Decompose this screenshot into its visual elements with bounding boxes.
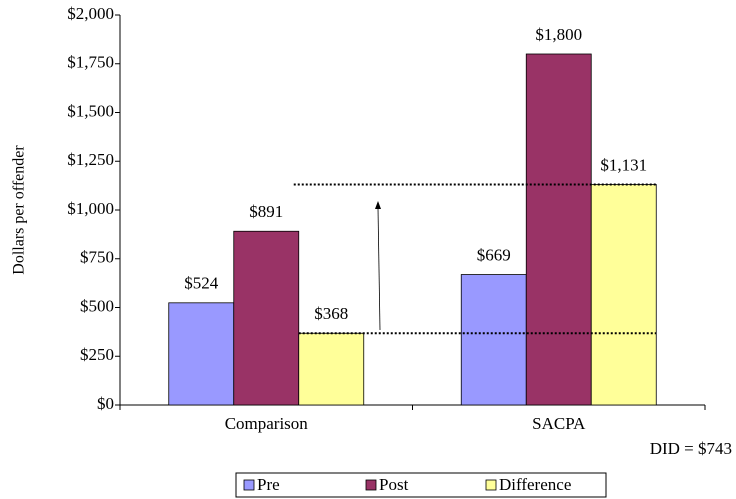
bar — [233, 230, 300, 406]
y-tick-label: $1,000 — [67, 199, 114, 218]
x-tick-label: Comparison — [225, 414, 309, 433]
value-label: $1,800 — [535, 25, 582, 44]
y-tick-label: $500 — [80, 296, 114, 315]
legend-swatch — [485, 479, 497, 491]
value-label: $524 — [184, 274, 219, 293]
legend-label: Difference — [499, 475, 571, 494]
y-tick-label: $2,000 — [67, 4, 114, 23]
bar — [460, 274, 527, 406]
legend-box — [235, 472, 607, 498]
x-tick-label: SACPA — [532, 414, 586, 433]
bar — [298, 332, 365, 406]
legend-label: Post — [379, 475, 409, 494]
legend-swatch — [365, 479, 377, 491]
value-label: $1,131 — [600, 155, 647, 174]
y-tick-label: $0 — [97, 394, 114, 413]
y-axis-label: Dollars per offender — [11, 145, 28, 275]
bar — [168, 302, 235, 406]
value-label: $368 — [314, 304, 348, 323]
y-tick-label: $750 — [80, 248, 114, 267]
arrow — [377, 207, 381, 331]
y-tick-label: $250 — [80, 345, 114, 364]
arrow-head — [375, 201, 381, 209]
value-label: $891 — [249, 202, 283, 221]
bar — [590, 184, 657, 406]
y-tick-label: $1,750 — [67, 53, 114, 72]
legend-swatch — [243, 479, 255, 491]
annotation: DID = $743 — [650, 439, 732, 458]
y-tick-label: $1,500 — [67, 101, 114, 120]
legend-label: Pre — [257, 475, 280, 494]
bar — [525, 53, 592, 406]
y-tick-label: $1,250 — [67, 150, 114, 169]
value-label: $669 — [477, 245, 511, 264]
